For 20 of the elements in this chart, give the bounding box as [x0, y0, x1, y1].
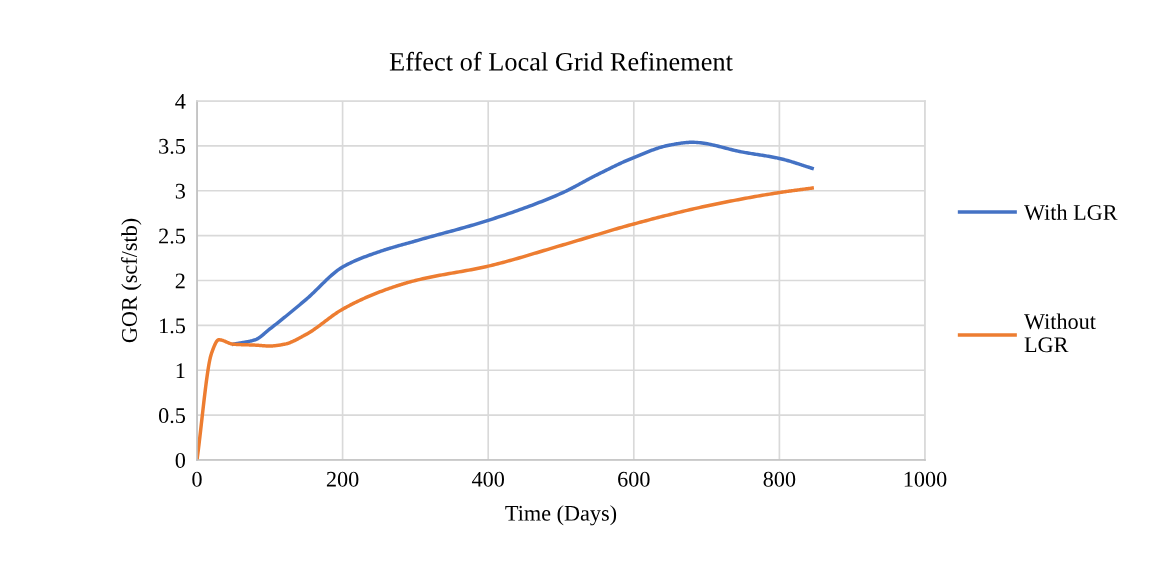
y-tick-label: 0: [175, 452, 186, 468]
y-tick-label: 1.5: [160, 318, 186, 334]
y-tick-label: 1: [176, 363, 185, 378]
x-tick-label: 200: [326, 471, 359, 487]
y-tick-label: 4: [175, 94, 186, 109]
chart-title: Effect of Local Grid Refinement: [389, 51, 733, 71]
x-axis-title: Time (Days): [505, 505, 617, 526]
y-tick-label: 2: [175, 273, 185, 289]
x-tick-label: 600: [618, 471, 650, 487]
legend-label: With LGR: [1024, 204, 1118, 221]
x-tick-label: 400: [471, 471, 505, 487]
y-tick-label: 3.5: [159, 138, 186, 154]
y-tick-label: 0.5: [158, 408, 186, 424]
y-tick-label: 3: [175, 183, 186, 199]
y-axis-title: GOR (scf/stb): [121, 218, 142, 343]
x-tick-label: 800: [763, 471, 796, 487]
y-tick-label: 2.5: [159, 228, 186, 244]
x-tick-label: 1000: [904, 471, 947, 487]
legend-label: Without LGR: [1024, 313, 1096, 353]
x-tick-label: 0: [192, 471, 202, 487]
